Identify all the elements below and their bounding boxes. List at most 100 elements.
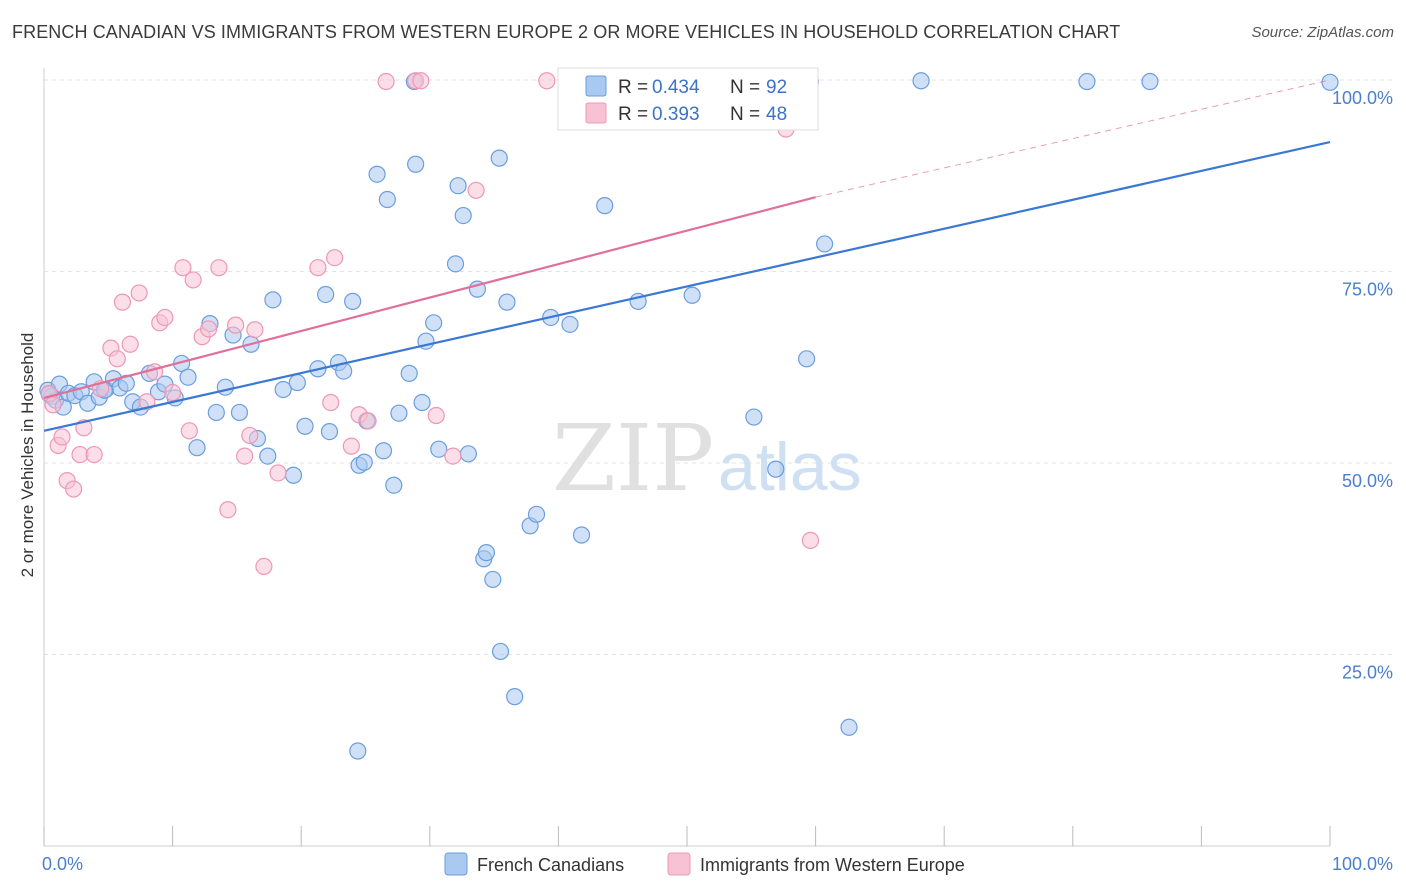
- points-french-canadians: [39, 72, 1339, 760]
- point-french-canadians: [179, 368, 197, 386]
- y-tick-label: 25.0%: [1342, 663, 1393, 683]
- point-french-canadians: [527, 505, 546, 523]
- point-french-canadians: [446, 255, 465, 273]
- point-french-canadians: [683, 286, 701, 304]
- trend-line-immigrants-extension: [815, 79, 1331, 198]
- point-french-canadians: [385, 476, 403, 494]
- grid-lines: [44, 79, 1392, 655]
- legend-swatch-french-canadians: [444, 852, 468, 876]
- point-immigrants: [444, 447, 462, 465]
- point-immigrants: [174, 259, 192, 277]
- stats-n-label-1: N =: [730, 77, 760, 98]
- legend-item-french-canadians[interactable]: French Canadians: [444, 852, 624, 876]
- point-french-canadians: [491, 642, 510, 661]
- watermark-atlas: atlas: [718, 429, 862, 505]
- point-french-canadians: [816, 235, 834, 253]
- point-immigrants: [801, 531, 820, 549]
- chart-title: FRENCH CANADIAN VS IMMIGRANTS FROM WESTE…: [12, 22, 1121, 42]
- point-immigrants: [164, 383, 182, 402]
- point-french-canadians: [840, 718, 858, 736]
- point-french-canadians: [596, 197, 614, 215]
- stats-r-value-1: 0.434: [652, 77, 700, 98]
- point-french-canadians: [284, 466, 303, 484]
- point-immigrants: [44, 396, 62, 414]
- stats-r-label-2: R =: [618, 104, 648, 125]
- point-french-canadians: [349, 742, 367, 760]
- point-french-canadians: [912, 72, 930, 90]
- point-french-canadians: [459, 445, 477, 463]
- point-immigrants: [255, 557, 273, 576]
- point-immigrants: [412, 72, 430, 90]
- point-french-canadians: [449, 177, 467, 195]
- point-french-canadians: [498, 293, 516, 311]
- point-french-canadians: [1078, 72, 1096, 91]
- x-tick-label-start: 0.0%: [42, 854, 83, 874]
- stats-n-label-2: N =: [730, 104, 760, 125]
- point-french-canadians: [484, 570, 502, 589]
- point-french-canadians: [506, 688, 524, 706]
- points-immigrants-western-europe: [40, 72, 820, 576]
- stats-r-label-1: R =: [618, 77, 648, 98]
- point-immigrants: [359, 412, 377, 430]
- point-french-canadians: [317, 285, 335, 304]
- point-french-canadians: [425, 314, 443, 332]
- point-immigrants: [219, 501, 237, 519]
- point-french-canadians: [407, 155, 425, 173]
- stats-box: R = 0.434 N = 92 R = 0.393 N = 48: [557, 67, 819, 131]
- point-french-canadians: [117, 374, 135, 392]
- stats-n-value-1: 92: [766, 77, 787, 98]
- point-french-canadians: [561, 315, 579, 333]
- point-french-canadians: [216, 378, 234, 396]
- legend: French Canadians Immigrants from Western…: [444, 852, 965, 876]
- point-french-canadians: [259, 447, 277, 465]
- point-french-canadians: [572, 526, 591, 544]
- point-immigrants: [326, 249, 344, 267]
- watermark-zip: ZIP: [552, 405, 714, 512]
- source-label: Source: ZipAtlas.com: [1251, 24, 1394, 41]
- point-french-canadians: [264, 291, 282, 309]
- point-french-canadians: [454, 206, 472, 225]
- point-immigrants: [427, 406, 445, 425]
- watermark: ZIP atlas: [552, 405, 862, 512]
- trend-line-immigrants: [43, 196, 816, 399]
- point-immigrants: [64, 480, 83, 498]
- trend-lines: [43, 79, 1331, 432]
- point-immigrants: [538, 72, 556, 90]
- stats-swatch-immigrants: [585, 102, 607, 124]
- point-immigrants: [269, 464, 287, 482]
- point-french-canadians: [374, 442, 393, 460]
- point-french-canadians: [413, 393, 431, 412]
- stats-n-value-2: 48: [766, 104, 787, 125]
- point-french-canadians: [797, 350, 816, 368]
- legend-item-immigrants[interactable]: Immigrants from Western Europe: [667, 852, 965, 876]
- legend-swatch-immigrants: [667, 852, 691, 876]
- point-french-canadians: [745, 408, 763, 426]
- point-immigrants: [227, 316, 245, 334]
- point-french-canadians: [207, 403, 225, 422]
- point-immigrants: [246, 321, 264, 339]
- point-immigrants: [322, 393, 340, 412]
- point-immigrants: [184, 271, 202, 289]
- point-immigrants: [180, 422, 198, 440]
- stats-r-value-2: 0.393: [652, 104, 700, 125]
- point-french-canadians: [296, 417, 314, 435]
- y-tick-label: 75.0%: [1342, 280, 1393, 300]
- point-french-canadians: [188, 439, 206, 457]
- point-french-canadians: [767, 460, 785, 478]
- point-french-canadians: [1141, 72, 1159, 91]
- x-tick-label-end: 100.0%: [1332, 854, 1393, 874]
- point-french-canadians: [355, 453, 373, 471]
- y-tick-labels: 25.0% 50.0% 75.0% 100.0%: [1332, 88, 1393, 683]
- point-french-canadians: [230, 403, 249, 422]
- point-french-canadians: [430, 440, 448, 458]
- point-french-canadians: [344, 292, 362, 310]
- y-tick-label: 100.0%: [1332, 88, 1393, 108]
- point-immigrants: [145, 363, 164, 381]
- point-french-canadians: [288, 373, 306, 392]
- point-immigrants: [342, 437, 360, 455]
- point-immigrants: [53, 428, 71, 446]
- point-immigrants: [241, 426, 259, 445]
- point-french-canadians: [320, 422, 339, 441]
- x-ticks: [43, 826, 1331, 846]
